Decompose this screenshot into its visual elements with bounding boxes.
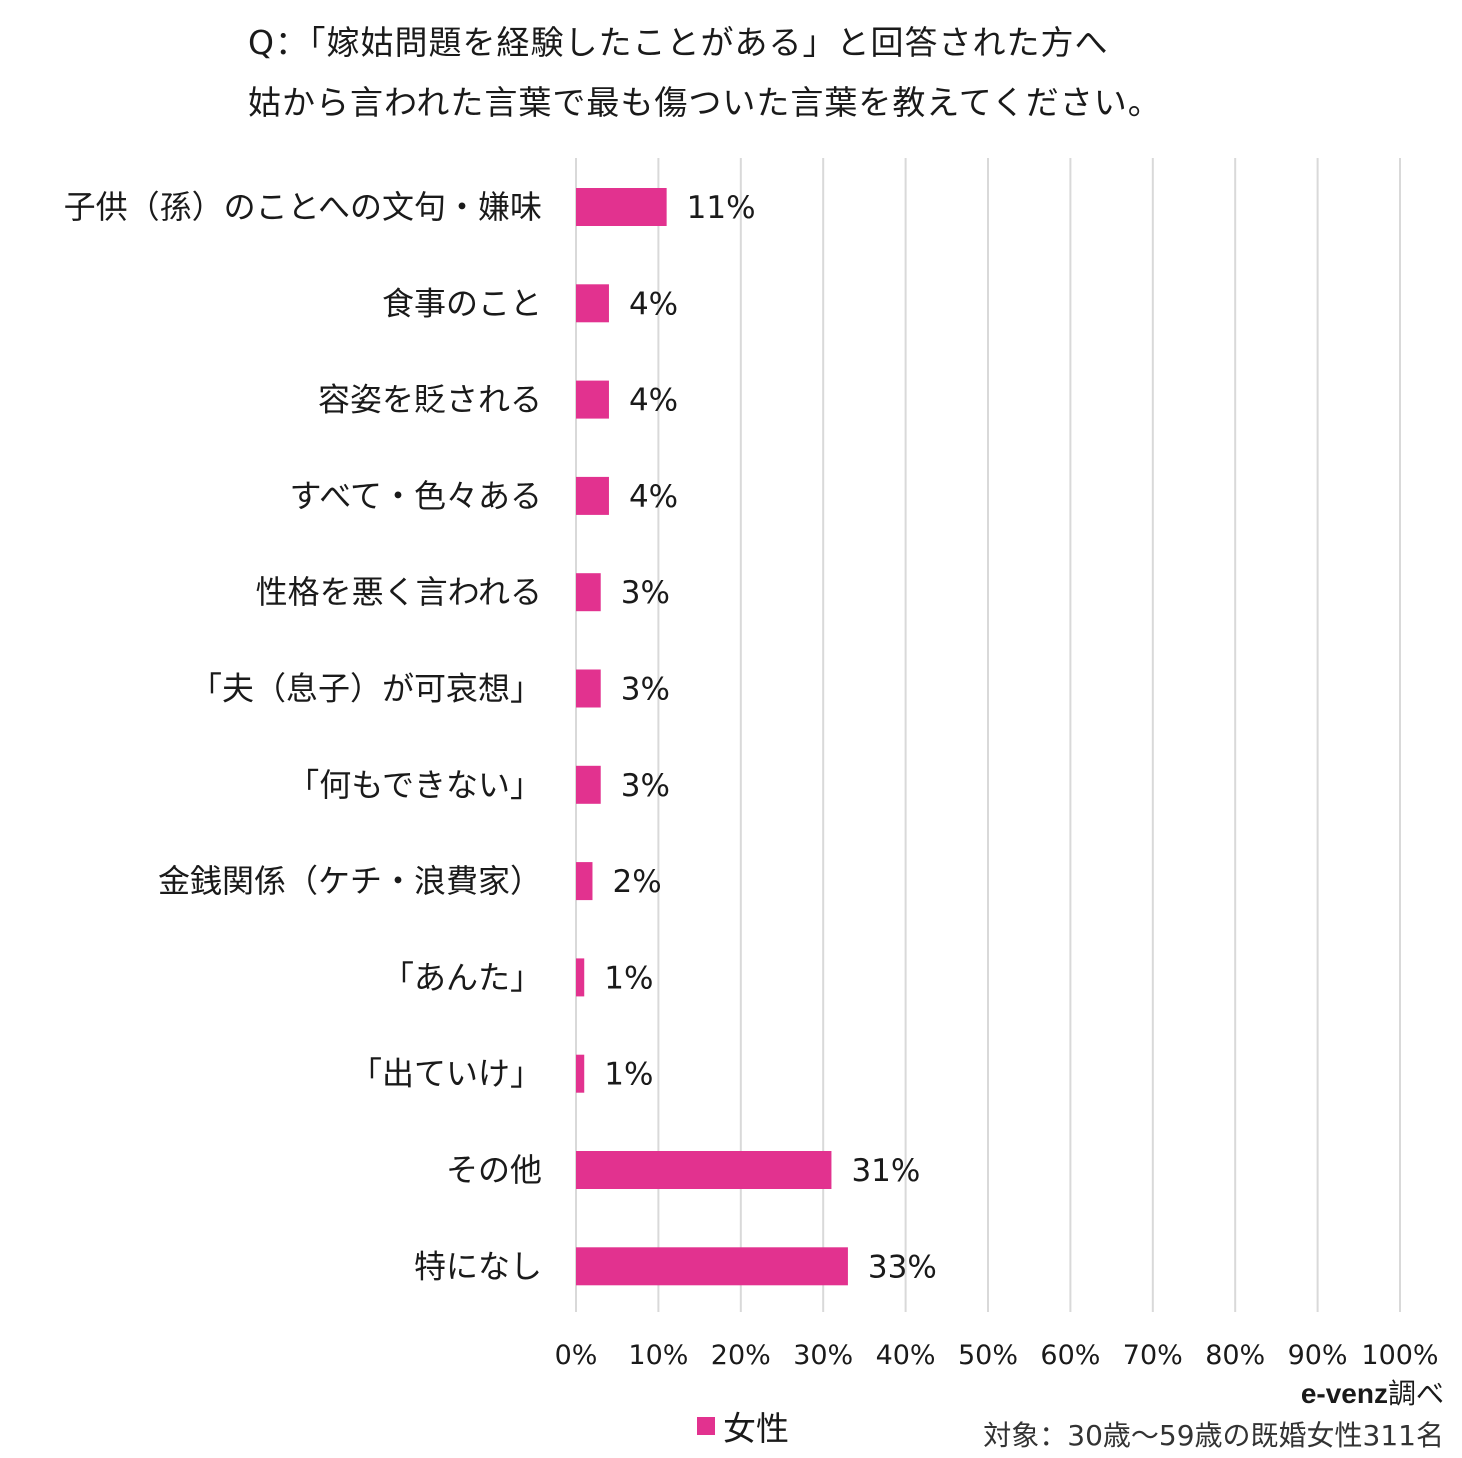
data-label: 2% bbox=[612, 864, 661, 900]
category-label: 金銭関係（ケチ・浪費家） bbox=[158, 862, 542, 900]
legend-label: 女性 bbox=[723, 1409, 789, 1448]
category-label: 食事のこと bbox=[382, 284, 542, 322]
data-label: 4% bbox=[629, 479, 678, 515]
x-tick-label: 40% bbox=[876, 1340, 936, 1371]
legend-swatch bbox=[697, 1417, 715, 1435]
bar bbox=[576, 1151, 832, 1189]
category-label: 子供（孫）のことへの文句・嫌味 bbox=[64, 188, 542, 226]
data-label: 1% bbox=[604, 960, 653, 996]
legend: 女性 bbox=[697, 1402, 789, 1450]
x-tick-label: 70% bbox=[1123, 1340, 1183, 1371]
bar bbox=[576, 188, 667, 226]
category-label: 「あんた」 bbox=[382, 958, 542, 996]
x-tick-label: 20% bbox=[711, 1340, 771, 1371]
x-tick-label: 90% bbox=[1288, 1340, 1348, 1371]
chart-title-line1: Q：「嫁姑問題を経験したことがある」と回答された方へ bbox=[248, 23, 1109, 62]
source-credit: e-venz調べ bbox=[1301, 1372, 1444, 1412]
category-label: 「出ていけ」 bbox=[350, 1055, 542, 1093]
x-tick-label: 30% bbox=[793, 1340, 853, 1371]
bar bbox=[576, 573, 601, 612]
category-label: すべて・色々ある bbox=[290, 477, 542, 515]
category-label: 性格を悪く言われる bbox=[256, 573, 542, 611]
x-tick-label: 50% bbox=[958, 1340, 1018, 1371]
category-label: 「何もできない」 bbox=[287, 766, 542, 804]
bar bbox=[576, 862, 593, 901]
bar bbox=[576, 765, 601, 804]
data-label: 4% bbox=[629, 286, 678, 322]
bar bbox=[576, 958, 585, 997]
category-label: 容姿を貶される bbox=[318, 381, 542, 419]
x-tick-label: 60% bbox=[1040, 1340, 1100, 1371]
bar bbox=[576, 1247, 848, 1286]
bar bbox=[576, 669, 601, 708]
chart-title-line2: 姑から言われた言葉で最も傷ついた言葉を教えてください。 bbox=[248, 83, 1162, 122]
x-tick-label: 0% bbox=[555, 1340, 598, 1371]
bar bbox=[576, 476, 609, 515]
data-label: 33% bbox=[868, 1249, 937, 1285]
source-suffix: 調べ bbox=[1387, 1377, 1444, 1410]
bar bbox=[576, 1054, 585, 1093]
x-tick-label: 10% bbox=[628, 1340, 688, 1371]
category-label: 「夫（息子）が可哀想」 bbox=[190, 670, 542, 708]
data-label: 3% bbox=[621, 672, 670, 708]
bar bbox=[576, 284, 609, 323]
x-tick-label: 80% bbox=[1205, 1340, 1265, 1371]
data-label: 31% bbox=[851, 1153, 920, 1189]
x-tick-label: 100% bbox=[1361, 1340, 1438, 1371]
category-label: 特になし bbox=[414, 1247, 542, 1285]
data-label: 3% bbox=[621, 575, 670, 611]
data-label: 4% bbox=[629, 383, 678, 419]
data-label: 1% bbox=[604, 1057, 653, 1093]
target-note: 対象：30歳〜59歳の既婚女性311名 bbox=[983, 1419, 1444, 1452]
data-label: 3% bbox=[621, 768, 670, 804]
category-label: その他 bbox=[446, 1151, 542, 1189]
data-label: 11% bbox=[687, 190, 756, 226]
source-brand: e-venz bbox=[1300, 1378, 1388, 1409]
bar bbox=[576, 380, 609, 419]
